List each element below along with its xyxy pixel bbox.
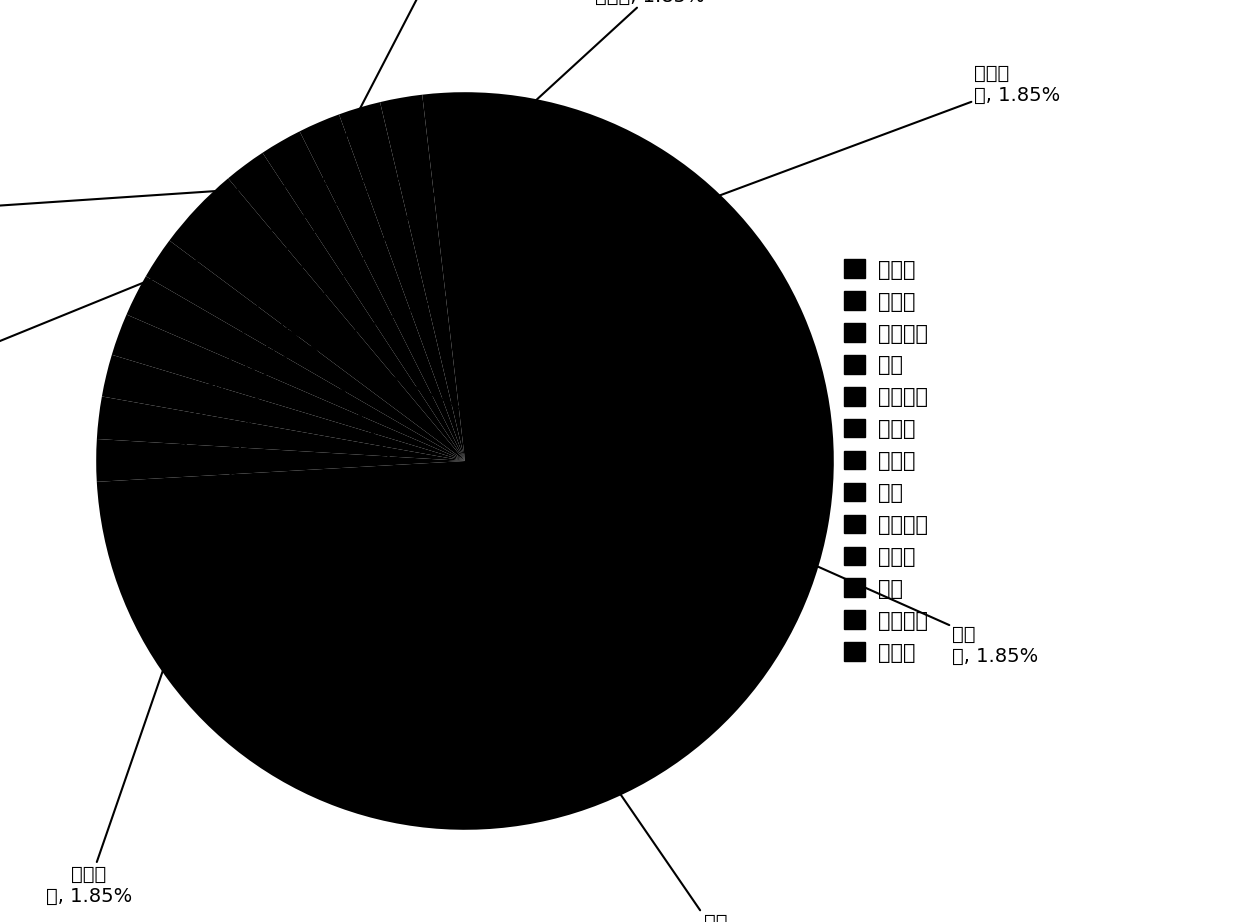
Wedge shape bbox=[102, 355, 465, 461]
Wedge shape bbox=[228, 153, 465, 461]
Wedge shape bbox=[379, 95, 465, 461]
Wedge shape bbox=[126, 277, 465, 461]
Wedge shape bbox=[97, 439, 465, 482]
Wedge shape bbox=[97, 92, 833, 830]
Wedge shape bbox=[112, 314, 465, 461]
Wedge shape bbox=[300, 114, 465, 461]
Legend: 百合科, 伞形科, 天门冬科, 菊科, 十字花科, 旋花科, 大戟科, 豆科, 白花丹科, 禾本科, 藜科, 报春花科, 蔷薇科: 百合科, 伞形科, 天门冬科, 菊科, 十字花科, 旋花科, 大戟科, 豆科, … bbox=[844, 259, 928, 663]
Wedge shape bbox=[97, 396, 465, 461]
Text: 报春花
科, 1.85%: 报春花 科, 1.85% bbox=[0, 178, 413, 230]
Wedge shape bbox=[146, 241, 465, 461]
Wedge shape bbox=[423, 92, 465, 461]
Text: 伞形科, 1.85%: 伞形科, 1.85% bbox=[181, 0, 704, 425]
Text: 藜科, 1.85%: 藜科, 1.85% bbox=[0, 186, 379, 389]
Text: 百合科, 1.85%: 百合科, 1.85% bbox=[179, 0, 490, 458]
Wedge shape bbox=[170, 178, 465, 461]
Wedge shape bbox=[263, 131, 465, 461]
Text: 天门冬
科, 1.85%: 天门冬 科, 1.85% bbox=[187, 65, 1060, 394]
Wedge shape bbox=[339, 102, 465, 461]
Text: 旋花
科, 1.85%: 旋花 科, 1.85% bbox=[227, 304, 1038, 666]
Text: 白花丹
科, 1.85%: 白花丹 科, 1.85% bbox=[46, 215, 320, 905]
Text: 大戟
科, 3.70%: 大戟 科, 3.70% bbox=[258, 266, 759, 922]
